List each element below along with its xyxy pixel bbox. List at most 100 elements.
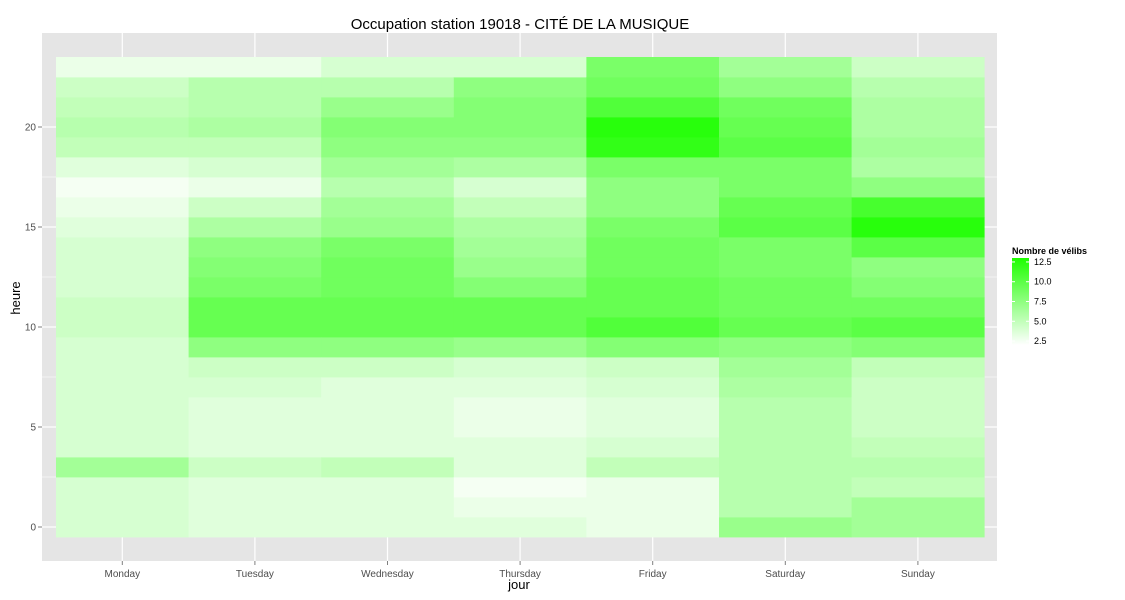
heatmap-tile: [586, 97, 720, 118]
heatmap-tile: [188, 297, 322, 318]
heatmap-tile: [586, 477, 720, 498]
heatmap-tile: [453, 377, 587, 398]
legend-tick-label: 5.0: [1034, 316, 1047, 326]
heatmap-tile: [321, 97, 455, 118]
heatmap-tile: [56, 257, 189, 278]
heatmap-tile: [586, 357, 720, 378]
heatmap-tile: [453, 217, 587, 238]
heatmap-tile: [188, 437, 322, 458]
y-axis-title: heure: [8, 281, 23, 314]
heatmap-tile: [453, 77, 587, 98]
heatmap-tile: [321, 77, 455, 98]
heatmap-tile: [719, 257, 852, 278]
heatmap-tile: [586, 237, 720, 258]
heatmap-tile: [586, 317, 720, 338]
heatmap-tile: [851, 217, 985, 238]
heatmap-tile: [56, 197, 189, 218]
heatmap-tile: [851, 417, 985, 438]
heatmap-tile: [321, 337, 455, 358]
heatmap-tile: [719, 97, 852, 118]
heatmap-tile: [851, 157, 985, 178]
x-axis-ticks: Monday Tuesday Wednesday Thursday Friday Satu…: [105, 561, 935, 580]
heatmap-tile: [56, 57, 189, 78]
y-tick-label: 10: [25, 323, 37, 334]
x-axis-title: jour: [507, 577, 530, 592]
heatmap-tile: [851, 457, 985, 478]
heatmap-tile: [321, 297, 455, 318]
legend-ticks: 12.5 10.0 7.5 5.0 2.5: [1012, 257, 1052, 346]
heatmap-tile: [586, 77, 720, 98]
heatmap-tile: [453, 177, 587, 198]
heatmap-tile: [851, 357, 985, 378]
chart-title: Occupation station 19018 - CITÉ DE LA MU…: [351, 16, 689, 33]
heatmap-tile: [453, 97, 587, 118]
heatmap-tile: [851, 337, 985, 358]
heatmap-tile: [719, 117, 852, 138]
heatmap-tile: [321, 377, 455, 398]
x-tick-label: Tuesday: [236, 569, 274, 580]
heatmap-tile: [188, 497, 322, 518]
heatmap-tile: [321, 417, 455, 438]
heatmap-tile: [586, 117, 720, 138]
heatmap-tile: [453, 277, 587, 298]
heatmap-tile: [321, 317, 455, 338]
heatmap-tile: [188, 77, 322, 98]
heatmap-tile: [586, 177, 720, 198]
heatmap-tile: [851, 297, 985, 318]
heatmap-tile: [719, 497, 852, 518]
heatmap-tile: [321, 137, 455, 158]
heatmap-tile: [586, 517, 720, 538]
x-tick-label: Thursday: [499, 569, 541, 580]
legend-title: Nombre de vélibs: [1012, 246, 1087, 256]
heatmap-tile: [321, 397, 455, 418]
heatmap-tile: [188, 57, 322, 78]
heatmap-tile: [188, 157, 322, 178]
heatmap-tile: [321, 457, 455, 478]
heatmap-tile: [453, 397, 587, 418]
legend-tick-label: 10.0: [1034, 277, 1052, 287]
legend-colorbar: [1012, 258, 1029, 345]
heatmap-tile: [321, 217, 455, 238]
legend-tick-label: 2.5: [1034, 336, 1047, 346]
heatmap-tile: [453, 317, 587, 338]
x-tick-label: Friday: [639, 569, 667, 580]
heatmap-tile: [56, 297, 189, 318]
heatmap-tile: [719, 477, 852, 498]
heatmap-tile: [453, 257, 587, 278]
heatmap-tile: [56, 217, 189, 238]
heatmap-tile: [453, 357, 587, 378]
heatmap-tile: [188, 357, 322, 378]
y-tick-label: 15: [25, 223, 37, 234]
heatmap-tile: [188, 337, 322, 358]
heatmap-tile: [56, 137, 189, 158]
heatmap-tile: [188, 97, 322, 118]
heatmap-tile: [453, 337, 587, 358]
heatmap-tile: [56, 277, 189, 298]
y-axis-ticks: 0 5 10 15 20: [25, 123, 42, 534]
heatmap-tile: [719, 317, 852, 338]
heatmap-tile: [586, 297, 720, 318]
heatmap-tile: [56, 377, 189, 398]
y-tick-label: 0: [30, 523, 36, 534]
legend-tick-label: 7.5: [1034, 297, 1047, 307]
heatmap-tile: [56, 117, 189, 138]
heatmap-tile: [453, 197, 587, 218]
heatmap-tile: [851, 277, 985, 298]
heatmap-tile: [56, 497, 189, 518]
heatmap-tile: [851, 237, 985, 258]
heatmap-tile: [56, 397, 189, 418]
heatmap-tile: [453, 477, 587, 498]
heatmap-tile: [56, 417, 189, 438]
heatmap-tile: [586, 417, 720, 438]
heatmap-tile: [56, 357, 189, 378]
heatmap-tile: [453, 157, 587, 178]
x-tick-label: Sunday: [901, 569, 935, 580]
y-tick-label: 20: [25, 123, 37, 134]
heatmap-tile: [719, 417, 852, 438]
heatmap-tile: [56, 517, 189, 538]
heatmap-tile: [321, 157, 455, 178]
heatmap-tile: [851, 197, 985, 218]
heatmap-tile: [586, 437, 720, 458]
heatmap-tile: [453, 417, 587, 438]
